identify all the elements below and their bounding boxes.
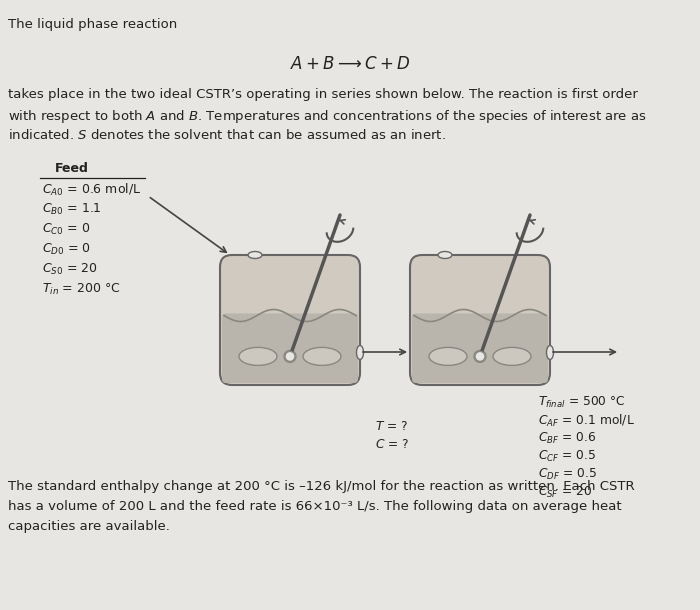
Ellipse shape xyxy=(284,350,296,362)
Ellipse shape xyxy=(239,348,277,365)
Text: $C_{SF}$ = 20: $C_{SF}$ = 20 xyxy=(538,485,592,500)
Text: $C_{B0}$ = 1.1: $C_{B0}$ = 1.1 xyxy=(42,202,102,217)
Text: $C$ = ?: $C$ = ? xyxy=(375,438,410,451)
Text: Feed: Feed xyxy=(55,162,89,175)
Text: The liquid phase reaction: The liquid phase reaction xyxy=(8,18,177,31)
Ellipse shape xyxy=(475,351,485,361)
Ellipse shape xyxy=(248,251,262,259)
Text: with respect to both $A$ and $B$. Temperatures and concentrations of the species: with respect to both $A$ and $B$. Temper… xyxy=(8,108,647,125)
Text: $C_{DF}$ = 0.5: $C_{DF}$ = 0.5 xyxy=(538,467,597,482)
Text: $T$ = ?: $T$ = ? xyxy=(375,420,408,433)
FancyBboxPatch shape xyxy=(222,314,358,383)
Ellipse shape xyxy=(429,348,467,365)
Text: capacities are available.: capacities are available. xyxy=(8,520,170,533)
Text: $A+B\longrightarrow C+D$: $A+B\longrightarrow C+D$ xyxy=(290,55,410,73)
Text: has a volume of 200 L and the feed rate is 66×10⁻³ L/s. The following data on av: has a volume of 200 L and the feed rate … xyxy=(8,500,622,513)
FancyBboxPatch shape xyxy=(412,314,548,383)
Text: takes place in the two ideal CSTR’s operating in series shown below. The reactio: takes place in the two ideal CSTR’s oper… xyxy=(8,88,638,101)
Text: $T_{final}$ = 500 °C: $T_{final}$ = 500 °C xyxy=(538,395,626,410)
Text: $T_{in}$ = 200 °C: $T_{in}$ = 200 °C xyxy=(42,282,120,297)
Ellipse shape xyxy=(547,345,554,359)
Text: $C_{S0}$ = 20: $C_{S0}$ = 20 xyxy=(42,262,98,277)
Ellipse shape xyxy=(303,348,341,365)
Text: $C_{C0}$ = 0: $C_{C0}$ = 0 xyxy=(42,222,90,237)
FancyBboxPatch shape xyxy=(410,255,550,385)
Ellipse shape xyxy=(474,350,486,362)
Text: The standard enthalpy change at 200 °C is –126 kJ/mol for the reaction as writte: The standard enthalpy change at 200 °C i… xyxy=(8,480,635,493)
Ellipse shape xyxy=(493,348,531,365)
Text: $C_{AF}$ = 0.1 mol/L: $C_{AF}$ = 0.1 mol/L xyxy=(538,413,635,429)
FancyBboxPatch shape xyxy=(220,255,360,385)
Ellipse shape xyxy=(438,251,452,259)
Text: $C_{D0}$ = 0: $C_{D0}$ = 0 xyxy=(42,242,91,257)
Text: indicated. $S$ denotes the solvent that can be assumed as an inert.: indicated. $S$ denotes the solvent that … xyxy=(8,128,446,142)
Ellipse shape xyxy=(356,345,363,359)
Text: $C_{CF}$ = 0.5: $C_{CF}$ = 0.5 xyxy=(538,449,596,464)
Text: $C_{A0}$ = 0.6 mol/L: $C_{A0}$ = 0.6 mol/L xyxy=(42,182,141,198)
Text: $C_{BF}$ = 0.6: $C_{BF}$ = 0.6 xyxy=(538,431,596,446)
Ellipse shape xyxy=(285,351,295,361)
